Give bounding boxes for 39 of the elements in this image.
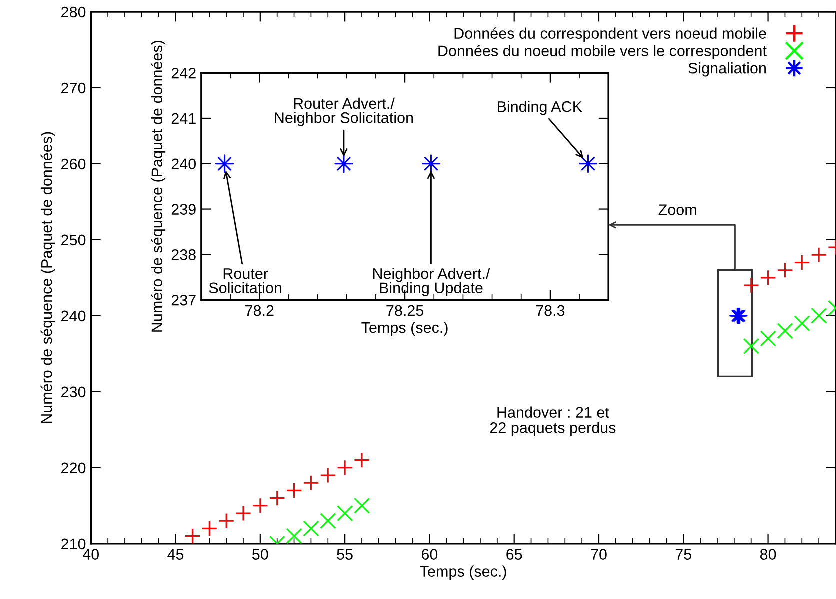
legend-label: Signaliation [688,62,766,77]
annotation: Router Advert./ Neighbor Solicitation [275,98,414,126]
y-tick-label: 210 [62,538,86,550]
y-tick-label: 237 [172,294,196,306]
annotation: Neighbor Advert./ Binding Update [373,268,490,297]
y-tick-label: 238 [172,250,196,260]
annotation: Router Solicitation [209,268,282,294]
y-tick-label: 270 [62,82,86,94]
x-axis-title: Temps (sec.) [420,566,506,580]
x-tick-label: 60 [422,549,438,560]
legend-label: Données du correspondent vers noeud mobile [454,28,766,42]
legend-label: Données du noeud mobile vers le correspondent [438,45,767,60]
y-tick-label: 220 [62,462,86,474]
y-axis-title: Numéro de séquence (Paquet de données) [40,132,56,424]
x-tick-label: 80 [760,549,776,560]
y-axis-title: Numéro de séquence (Paquet de données) [151,41,166,332]
x-tick-label: 78.3 [536,305,565,316]
x-tick-label: 78.25 [386,305,424,316]
y-tick-label: 242 [172,68,196,79]
x-tick-label: 65 [506,549,522,560]
y-tick-label: 280 [62,6,86,18]
x-tick-label: 45 [168,549,184,560]
y-tick-label: 240 [62,310,86,322]
y-tick-label: 239 [172,204,196,215]
x-tick-label: 78.2 [246,305,274,316]
y-tick-label: 230 [62,386,86,398]
x-tick-label: 70 [591,549,607,560]
y-tick-label: 240 [172,158,196,170]
x-axis-title: Temps (sec.) [362,322,448,336]
annotation: Zoom [658,204,696,216]
x-tick-label: 40 [82,549,100,560]
y-tick-label: 241 [172,113,196,124]
y-tick-label: 250 [62,234,86,246]
y-tick-label: 260 [62,158,86,170]
annotation: Handover : 21 et 22 paquets perdus [490,406,616,436]
x-tick-label: 50 [252,549,268,560]
annotation: Binding ACK [498,101,582,116]
x-tick-label: 75 [676,549,692,560]
x-tick-label: 55 [337,549,353,560]
